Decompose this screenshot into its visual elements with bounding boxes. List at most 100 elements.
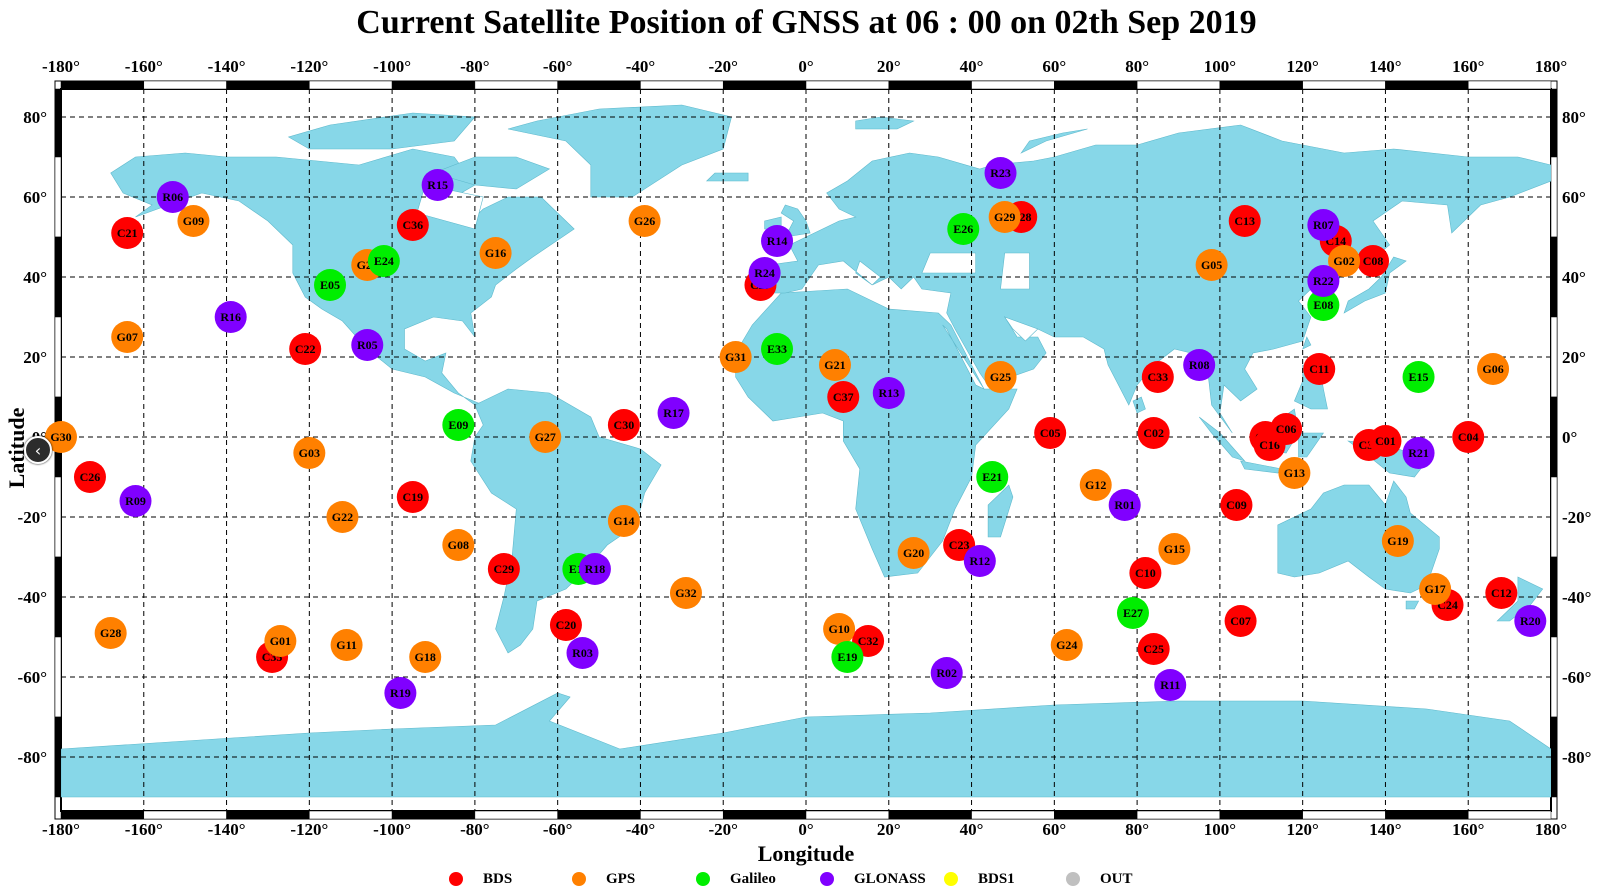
- satellite-marker[interactable]: [1402, 437, 1435, 469]
- satellite-marker[interactable]: [1485, 577, 1518, 609]
- satellite-G20[interactable]: G20: [897, 537, 930, 569]
- satellite-marker[interactable]: [719, 341, 752, 373]
- satellite-marker[interactable]: [1050, 629, 1083, 661]
- satellite-marker[interactable]: [111, 217, 144, 249]
- satellite-G02[interactable]: G02: [1328, 245, 1361, 277]
- satellite-R01[interactable]: R01: [1108, 489, 1141, 521]
- satellite-marker[interactable]: [351, 329, 384, 361]
- satellite-R05[interactable]: R05: [351, 329, 384, 361]
- satellite-marker[interactable]: [1183, 349, 1216, 381]
- satellite-R07[interactable]: R07: [1307, 209, 1340, 241]
- satellite-R23[interactable]: R23: [984, 157, 1017, 189]
- satellite-marker[interactable]: [487, 553, 520, 585]
- satellite-marker[interactable]: [761, 225, 794, 257]
- satellite-marker[interactable]: [823, 613, 856, 645]
- satellite-marker[interactable]: [1402, 361, 1435, 393]
- satellite-C13[interactable]: C13: [1228, 205, 1261, 237]
- satellite-marker[interactable]: [177, 205, 210, 237]
- satellite-C33[interactable]: C33: [1141, 361, 1174, 393]
- satellite-marker[interactable]: [984, 361, 1017, 393]
- satellite-marker[interactable]: [947, 213, 980, 245]
- satellite-R13[interactable]: R13: [872, 377, 905, 409]
- satellite-C36[interactable]: C36: [396, 209, 429, 241]
- satellite-marker[interactable]: [566, 637, 599, 669]
- satellite-G17[interactable]: G17: [1419, 573, 1452, 605]
- satellite-E27[interactable]: E27: [1116, 597, 1149, 629]
- satellite-G13[interactable]: G13: [1278, 457, 1311, 489]
- satellite-marker[interactable]: [293, 437, 326, 469]
- satellite-marker[interactable]: [607, 409, 640, 441]
- satellite-G11[interactable]: G11: [330, 629, 363, 661]
- satellite-marker[interactable]: [748, 257, 781, 289]
- satellite-marker[interactable]: [1141, 361, 1174, 393]
- satellite-marker[interactable]: [984, 157, 1017, 189]
- satellite-R08[interactable]: R08: [1183, 349, 1216, 381]
- satellite-C02[interactable]: C02: [1137, 417, 1170, 449]
- satellite-R15[interactable]: R15: [421, 169, 454, 201]
- satellite-R20[interactable]: R20: [1514, 605, 1547, 637]
- satellite-R19[interactable]: R19: [384, 677, 417, 709]
- satellite-marker[interactable]: [264, 625, 297, 657]
- satellite-marker[interactable]: [214, 301, 247, 333]
- satellite-C05[interactable]: C05: [1034, 417, 1067, 449]
- satellite-marker[interactable]: [1307, 209, 1340, 241]
- satellite-marker[interactable]: [73, 461, 106, 493]
- satellite-G22[interactable]: G22: [326, 501, 359, 533]
- satellite-C01[interactable]: C01: [1369, 425, 1402, 457]
- satellite-marker[interactable]: [607, 505, 640, 537]
- satellite-G12[interactable]: G12: [1079, 469, 1112, 501]
- satellite-marker[interactable]: [421, 169, 454, 201]
- satellite-E09[interactable]: E09: [442, 409, 475, 441]
- satellite-C37[interactable]: C37: [827, 381, 860, 413]
- satellite-marker[interactable]: [409, 641, 442, 673]
- satellite-R16[interactable]: R16: [214, 301, 247, 333]
- satellite-marker[interactable]: [963, 545, 996, 577]
- satellite-E26[interactable]: E26: [947, 213, 980, 245]
- satellite-marker[interactable]: [669, 577, 702, 609]
- satellite-G14[interactable]: G14: [607, 505, 640, 537]
- satellite-C19[interactable]: C19: [396, 481, 429, 513]
- satellite-marker[interactable]: [384, 677, 417, 709]
- satellite-R21[interactable]: R21: [1402, 437, 1435, 469]
- satellite-marker[interactable]: [330, 629, 363, 661]
- satellite-marker[interactable]: [1158, 533, 1191, 565]
- satellite-marker[interactable]: [111, 321, 144, 353]
- satellite-E08[interactable]: E08: [1307, 289, 1340, 321]
- satellite-G27[interactable]: G27: [529, 421, 562, 453]
- satellite-marker[interactable]: [1195, 249, 1228, 281]
- satellite-marker[interactable]: [1116, 597, 1149, 629]
- satellite-marker[interactable]: [396, 481, 429, 513]
- satellite-C29[interactable]: C29: [487, 553, 520, 585]
- satellite-marker[interactable]: [1129, 557, 1162, 589]
- satellite-marker[interactable]: [1307, 265, 1340, 297]
- satellite-marker[interactable]: [45, 421, 77, 453]
- satellite-marker[interactable]: [367, 245, 400, 277]
- satellite-R09[interactable]: R09: [119, 485, 152, 517]
- satellite-marker[interactable]: [872, 377, 905, 409]
- satellite-R12[interactable]: R12: [963, 545, 996, 577]
- satellite-G19[interactable]: G19: [1381, 525, 1414, 557]
- satellite-marker[interactable]: [818, 349, 851, 381]
- satellite-marker[interactable]: [988, 201, 1021, 233]
- satellite-marker[interactable]: [1307, 289, 1340, 321]
- satellite-marker[interactable]: [1034, 417, 1067, 449]
- satellite-marker[interactable]: [1452, 421, 1485, 453]
- satellite-marker[interactable]: [1137, 633, 1170, 665]
- satellite-R18[interactable]: R18: [578, 553, 611, 585]
- satellite-R22[interactable]: R22: [1307, 265, 1340, 297]
- satellite-E15[interactable]: E15: [1402, 361, 1435, 393]
- satellite-E05[interactable]: E05: [314, 269, 347, 301]
- chevron-left-icon[interactable]: ‹: [24, 436, 52, 464]
- satellite-C12[interactable]: C12: [1485, 577, 1518, 609]
- satellite-G06[interactable]: G06: [1477, 353, 1510, 385]
- satellite-C08[interactable]: C08: [1357, 245, 1390, 277]
- satellite-marker[interactable]: [1228, 205, 1261, 237]
- satellite-G10[interactable]: G10: [823, 613, 856, 645]
- satellite-C04[interactable]: C04: [1452, 421, 1485, 453]
- satellite-marker[interactable]: [1477, 353, 1510, 385]
- satellite-G30[interactable]: G30: [45, 421, 77, 453]
- satellite-C25[interactable]: C25: [1137, 633, 1170, 665]
- satellite-G25[interactable]: G25: [984, 361, 1017, 393]
- satellite-marker[interactable]: [1154, 669, 1187, 701]
- satellite-G03[interactable]: G03: [293, 437, 326, 469]
